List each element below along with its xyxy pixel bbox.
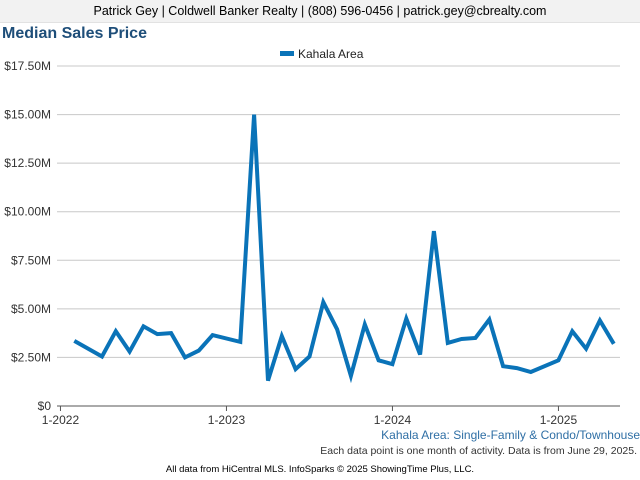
legend-swatch <box>280 51 294 56</box>
legend: Kahala Area <box>280 47 364 61</box>
chart-caption: Kahala Area: Single-Family & Condo/Townh… <box>381 428 640 442</box>
y-tick-label: $15.00M <box>4 108 51 122</box>
x-tick-label: 1-2025 <box>540 413 578 427</box>
y-tick-label: $10.00M <box>4 205 51 219</box>
series-line-kahala-area <box>73 114 616 384</box>
y-tick-label: $12.50M <box>4 156 51 170</box>
data-note: Each data point is one month of activity… <box>320 445 637 457</box>
y-tick-label: $2.50M <box>11 350 51 364</box>
grid-lines <box>57 65 620 358</box>
series-layer <box>73 114 616 384</box>
y-tick-label: $7.50M <box>11 253 51 267</box>
contact-banner: Patrick Gey | Coldwell Banker Realty | (… <box>0 0 640 23</box>
footer-credit: All data from HiCentral MLS. InfoSparks … <box>165 464 475 475</box>
y-tick-label: $17.50M <box>4 59 51 73</box>
chart-title: Median Sales Price <box>2 25 147 42</box>
legend-label: Kahala Area <box>298 47 364 61</box>
axes: $0 $2.50M $5.00M $7.50M $10.00M $12.50M $15.00… <box>4 59 620 427</box>
contact-text: Patrick Gey | Coldwell Banker Realty | (… <box>93 4 547 18</box>
y-tick-label: $5.00M <box>11 302 51 316</box>
x-tick-label: 1-2022 <box>42 413 80 427</box>
x-tick-label: 1-2024 <box>374 413 412 427</box>
y-tick-label: $0 <box>38 399 52 413</box>
x-tick-label: 1-2023 <box>208 413 246 427</box>
